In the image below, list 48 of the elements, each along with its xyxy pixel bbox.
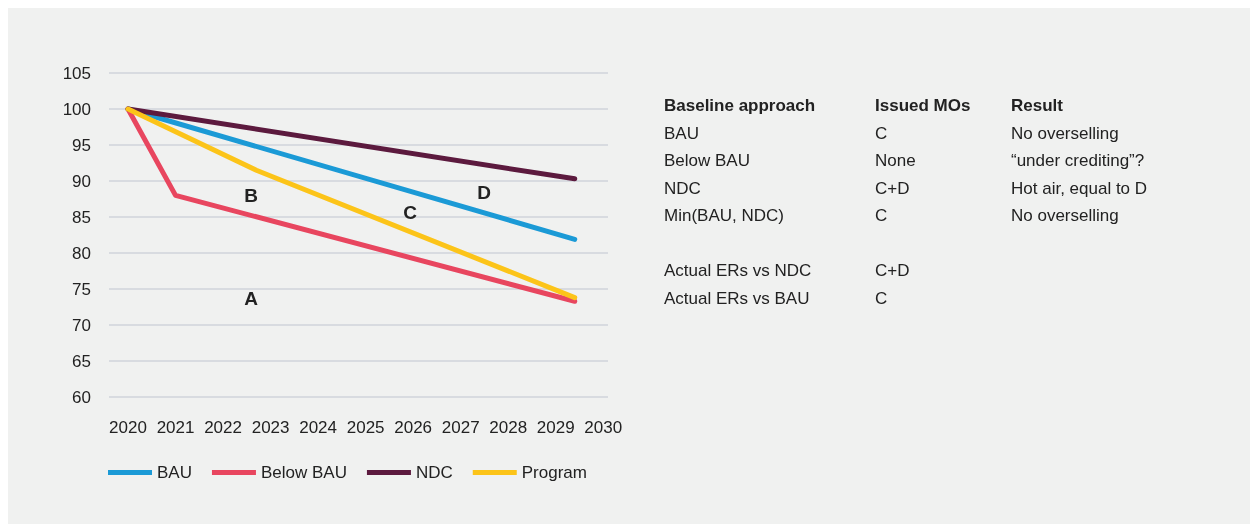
x-tick-label: 2024 [299, 418, 338, 437]
text: C+D [875, 178, 910, 199]
y-tick-label: 90 [72, 171, 91, 191]
text: Actual ERs vs BAU [664, 288, 810, 309]
annotation: A [244, 287, 259, 309]
y-tick-label: 60 [72, 387, 91, 407]
text: None [875, 151, 916, 171]
text: Issued MOs [875, 96, 971, 116]
x-tick-label: 2022 [204, 418, 242, 437]
legend-label: NDC [415, 463, 453, 482]
annotation: C [403, 201, 418, 223]
x-tick-label: 2027 [441, 418, 480, 437]
text: C+D [875, 261, 910, 281]
text: No overselling [1011, 206, 1119, 226]
text: Actual ERs vs NDC [664, 261, 812, 281]
y-tick-label: 65 [72, 351, 91, 371]
y-tick-label: 105 [62, 63, 91, 83]
text: Hot air, equal to D [1011, 178, 1148, 199]
y-tick-label: 85 [72, 207, 91, 227]
text: BAU [664, 123, 699, 144]
legend-label: Program [521, 463, 587, 482]
x-tick-label: 2023 [251, 418, 290, 437]
text: C [875, 288, 888, 309]
x-tick-label: 2028 [489, 418, 528, 437]
text: NDC [664, 178, 701, 199]
annotation: D [477, 181, 491, 203]
x-tick-label: 2026 [394, 418, 433, 437]
text: C [875, 206, 888, 226]
text: “under crediting”? [1011, 151, 1145, 171]
x-tick-label: 2030 [584, 418, 623, 437]
legend-label: Below BAU [260, 463, 347, 482]
x-tick-label: 2029 [536, 418, 575, 437]
x-tick-label: 2025 [346, 418, 385, 437]
y-tick-label: 100 [62, 99, 91, 119]
text: Result [1011, 96, 1063, 116]
text: Below BAU [664, 151, 750, 171]
y-tick-label: 80 [72, 243, 91, 263]
y-tick-label: 95 [72, 135, 91, 155]
text: Min(BAU, NDC) [664, 206, 784, 226]
x-tick-label: 2021 [156, 418, 195, 437]
x-tick-label: 2020 [109, 418, 147, 437]
annotation: B [244, 184, 258, 206]
text: No overselling [1011, 123, 1119, 144]
y-tick-label: 70 [72, 315, 91, 335]
legend-label: BAU [157, 463, 192, 482]
text: Baseline approach [664, 96, 816, 116]
text: C [875, 123, 888, 144]
y-tick-label: 75 [72, 279, 91, 299]
